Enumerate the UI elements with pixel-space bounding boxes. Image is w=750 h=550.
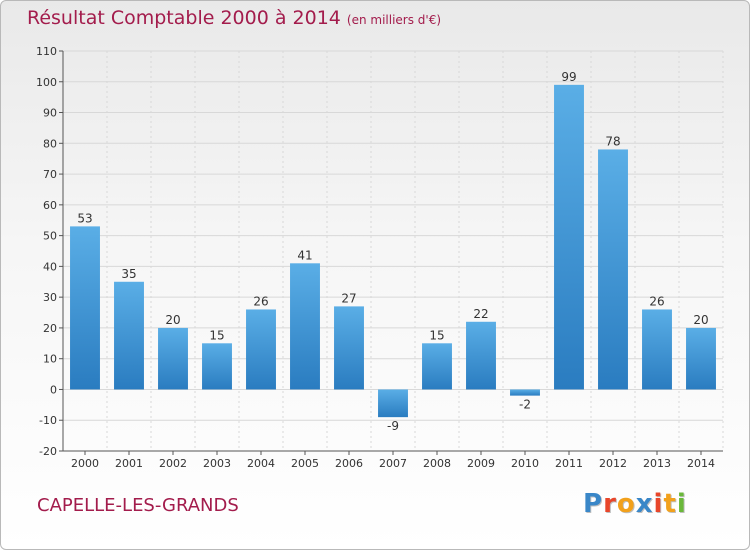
y-tick-label: 110: [36, 45, 57, 58]
data-label: 20: [165, 313, 180, 327]
x-tick-label: 2009: [467, 457, 495, 470]
x-tick-label: 2010: [511, 457, 539, 470]
proxiti-logo[interactable]: Proxiti: [583, 489, 687, 519]
x-tick-label: 2007: [379, 457, 407, 470]
logo-letter: i: [653, 489, 664, 519]
logo-letter: o: [616, 489, 636, 519]
y-tick-label: 60: [43, 199, 57, 212]
data-label: 20: [693, 313, 708, 327]
y-tick-label: 100: [36, 76, 57, 89]
data-label: 99: [561, 70, 576, 84]
y-tick-label: 90: [43, 107, 57, 120]
x-tick-label: 2012: [599, 457, 627, 470]
logo-letter: r: [603, 489, 617, 519]
data-label: 78: [605, 134, 620, 148]
y-tick-label: 50: [43, 230, 57, 243]
y-tick-label: 40: [43, 260, 57, 273]
bar: [378, 389, 408, 418]
data-label: 26: [253, 294, 268, 308]
logo-letter: x: [635, 489, 654, 519]
x-tick-label: 2000: [71, 457, 99, 470]
x-tick-label: 2013: [643, 457, 671, 470]
labels: 53 35 20 15 26 41 27 -9 15 22 -2 99 78 26 20: [77, 70, 708, 433]
logo-letter: t: [663, 489, 677, 519]
data-label: 35: [121, 267, 136, 281]
x-tick-label: 2006: [335, 457, 363, 470]
x-tick-label: 2008: [423, 457, 451, 470]
bars: [70, 84, 716, 418]
bar: [202, 343, 232, 390]
y-tick-label: 20: [43, 322, 57, 335]
bar: [70, 226, 100, 390]
data-label: -2: [519, 398, 531, 412]
y-tick-label: 70: [43, 168, 57, 181]
bar: [158, 327, 188, 390]
logo-letter: i: [676, 489, 687, 519]
data-label: 27: [341, 291, 356, 305]
data-label: 26: [649, 294, 664, 308]
x-tick-label: 2003: [203, 457, 231, 470]
bar: [642, 309, 672, 390]
commune-name: CAPELLE-LES-GRANDS: [37, 495, 239, 516]
bar: [290, 263, 320, 390]
data-label: 15: [429, 328, 444, 342]
chart-title: Résultat Comptable 2000 à 2014 (en millie…: [27, 7, 441, 29]
x-tick-label: 2001: [115, 457, 143, 470]
y-tick-label: 0: [50, 383, 57, 396]
data-label: 15: [209, 328, 224, 342]
logo-letter: P: [583, 489, 604, 519]
x-tick-label: 2011: [555, 457, 583, 470]
data-label: 41: [297, 248, 312, 262]
y-tick-label: 30: [43, 291, 57, 304]
bar: [334, 306, 364, 390]
y-tick-label: 10: [43, 353, 57, 366]
axes: -20 -10 0 10 20 30 40 50 60 70 80 90 100 110 2000 2001 2…: [36, 45, 723, 470]
data-label: -9: [387, 419, 399, 433]
data-label: 53: [77, 211, 92, 225]
data-label: 22: [473, 307, 488, 321]
bar: [510, 389, 540, 396]
bar: [598, 149, 628, 390]
bar: [422, 343, 452, 390]
y-tick-label: -10: [39, 414, 57, 427]
bar: [554, 84, 584, 390]
x-tick-label: 2002: [159, 457, 187, 470]
bar: [466, 321, 496, 390]
x-tick-label: 2005: [291, 457, 319, 470]
chart-title-text: Résultat Comptable 2000 à 2014: [27, 7, 341, 29]
x-tick-label: 2004: [247, 457, 275, 470]
y-tick-label: -20: [39, 445, 57, 458]
y-tick-label: 80: [43, 137, 57, 150]
bar: [246, 309, 276, 390]
x-tick-label: 2014: [687, 457, 715, 470]
bar: [686, 327, 716, 390]
bar: [114, 281, 144, 390]
chart-unit: (en milliers d'€): [346, 13, 442, 27]
